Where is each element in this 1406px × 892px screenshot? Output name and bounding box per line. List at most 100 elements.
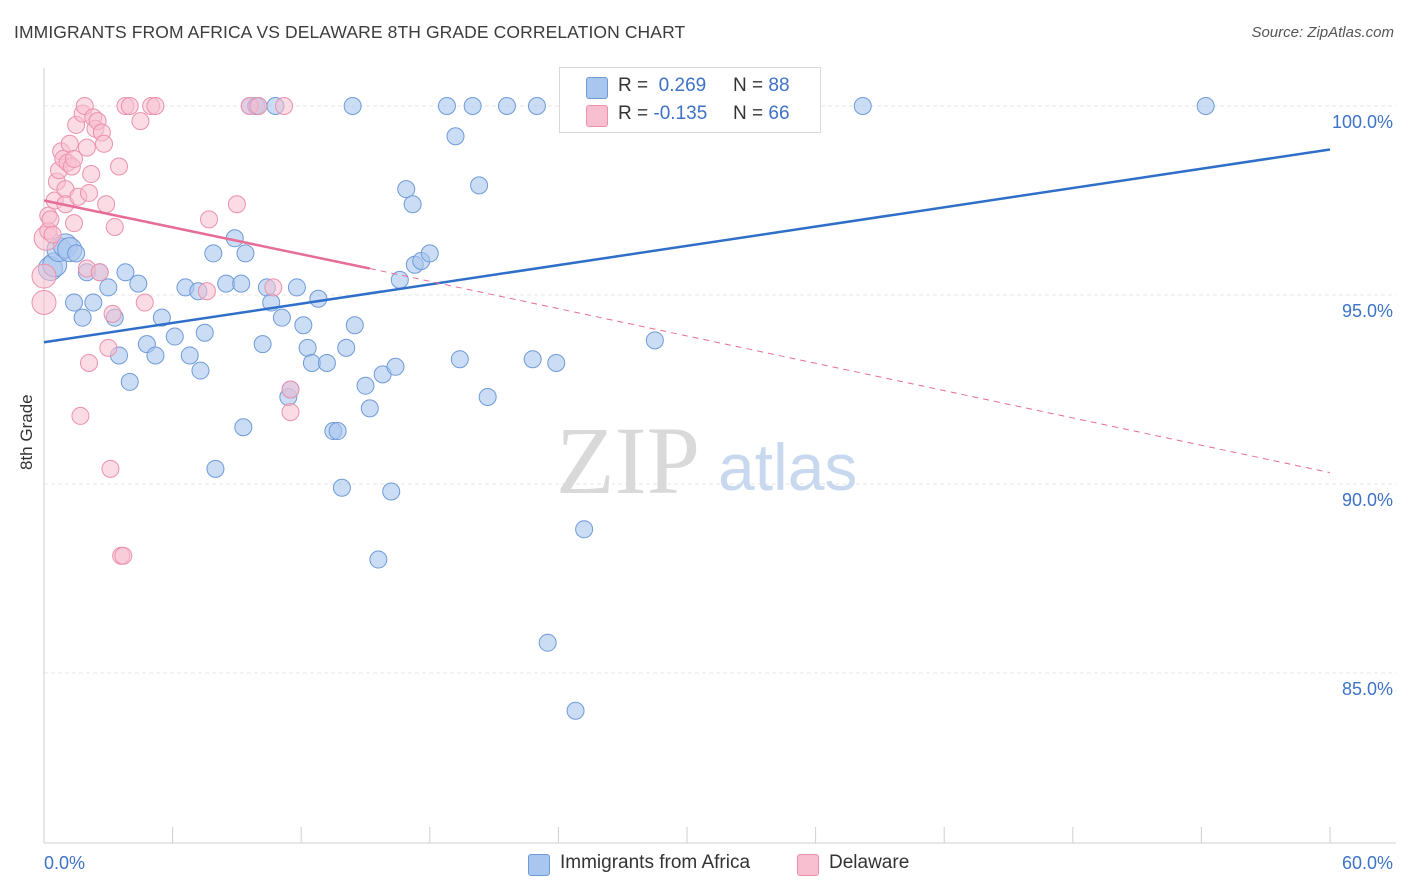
data-point-immigrants (369, 550, 388, 569)
trend-line-delaware-extension (369, 268, 1331, 474)
data-point-delaware (77, 138, 96, 157)
data-point-delaware (31, 263, 57, 289)
data-point-immigrants (294, 316, 313, 335)
data-point-delaware (110, 157, 129, 176)
watermark-zip: ZIP (556, 407, 700, 514)
data-point-delaware (60, 134, 79, 153)
legend-n-label: N = (733, 103, 764, 124)
data-point-immigrants (272, 308, 291, 327)
data-point-immigrants (470, 176, 489, 195)
data-point-immigrants (566, 701, 585, 720)
data-point-immigrants (645, 331, 664, 350)
data-point-immigrants (437, 97, 456, 116)
data-point-immigrants (343, 97, 362, 116)
data-point-immigrants (84, 293, 103, 312)
data-point-immigrants (382, 482, 401, 501)
data-point-immigrants (397, 180, 416, 199)
legend-r-label: R = (618, 103, 649, 124)
data-point-immigrants (204, 244, 223, 263)
data-point-delaware (227, 195, 246, 214)
zipatlas-watermark: ZIP atlas (556, 407, 857, 514)
y-tick-label: 95.0% (1342, 301, 1393, 321)
gridlines (44, 105, 1396, 674)
data-point-delaware (264, 278, 283, 297)
data-point-delaware (101, 459, 120, 478)
data-point-immigrants (853, 97, 872, 116)
data-point-delaware (114, 546, 133, 565)
data-point-delaware (43, 225, 62, 244)
data-point-immigrants (65, 293, 84, 312)
data-point-delaware (105, 217, 124, 236)
data-point-delaware (281, 380, 300, 399)
data-point-immigrants (116, 263, 135, 282)
legend-label-immigrants: Immigrants from Africa (560, 852, 751, 873)
data-point-immigrants (191, 361, 210, 380)
data-point-immigrants (146, 346, 165, 365)
data-point-delaware (82, 165, 101, 184)
data-point-immigrants (195, 323, 214, 342)
data-point-immigrants (206, 459, 225, 478)
data-point-immigrants (129, 274, 148, 293)
data-point-immigrants (463, 97, 482, 116)
data-point-immigrants (403, 195, 422, 214)
data-point-immigrants (120, 372, 139, 391)
watermark-atlas: atlas (718, 430, 857, 504)
legend-n-label: N = (733, 75, 764, 96)
data-point-immigrants (420, 244, 439, 263)
legend-n-value: 88 (768, 75, 790, 96)
data-point-immigrants (298, 338, 317, 357)
data-point-immigrants (450, 350, 469, 369)
legend-row-delaware: R = -0.135 N = 66 (560, 100, 820, 130)
legend-swatch-blue (528, 854, 550, 876)
data-point-immigrants (360, 399, 379, 418)
y-tick-label: 90.0% (1342, 490, 1393, 510)
data-point-immigrants (234, 418, 253, 437)
data-point-delaware (120, 97, 139, 116)
data-point-immigrants (523, 350, 542, 369)
series-legend: Immigrants from Africa Delaware (0, 852, 1406, 878)
legend-r-label: R = (618, 75, 649, 96)
correlation-legend: R = 0.269 N = 88 R = -0.135 N = 66 (559, 67, 821, 133)
x-tick-labels: 0.0% 60.0% (44, 853, 1393, 873)
data-point-immigrants (253, 335, 272, 354)
data-point-delaware (275, 97, 294, 116)
data-point-delaware (103, 304, 122, 323)
data-point-delaware (281, 403, 300, 422)
chart-source: Source: ZipAtlas.com (1251, 24, 1394, 41)
data-point-delaware (249, 97, 268, 116)
legend-n-value: 66 (768, 103, 790, 124)
data-point-delaware (146, 97, 165, 116)
data-point-immigrants (356, 376, 375, 395)
data-point-immigrants (575, 520, 594, 539)
chart-title: IMMIGRANTS FROM AFRICA VS DELAWARE 8TH G… (14, 22, 686, 42)
axes (43, 68, 1396, 844)
data-point-immigrants (232, 274, 251, 293)
data-point-delaware (41, 210, 60, 229)
legend-swatch-pink (797, 854, 819, 876)
data-point-immigrants (309, 289, 328, 308)
legend-label-delaware: Delaware (829, 852, 910, 873)
data-point-delaware (97, 195, 116, 214)
data-point-immigrants (287, 278, 306, 297)
data-point-delaware (95, 134, 114, 153)
legend-swatch-pink (586, 105, 608, 127)
data-point-delaware (200, 210, 219, 229)
data-point-immigrants (538, 633, 557, 652)
data-point-immigrants (332, 478, 351, 497)
legend-r-value: -0.135 (653, 103, 708, 124)
data-point-immigrants (73, 308, 92, 327)
data-point-delaware (90, 263, 109, 282)
data-point-delaware (31, 290, 57, 316)
data-point-immigrants (180, 346, 199, 365)
data-point-immigrants (152, 308, 171, 327)
legend-row-immigrants: R = 0.269 N = 88 (560, 72, 820, 102)
data-point-immigrants (527, 97, 546, 116)
data-point-immigrants (67, 244, 86, 263)
y-tick-labels: 85.0% 90.0% 95.0% 100.0% (1332, 112, 1393, 699)
data-point-delaware (135, 293, 154, 312)
trend-line-immigrants (43, 148, 1331, 344)
data-point-immigrants (99, 278, 118, 297)
series-delaware-points (31, 97, 300, 565)
y-tick-label: 85.0% (1342, 679, 1393, 699)
